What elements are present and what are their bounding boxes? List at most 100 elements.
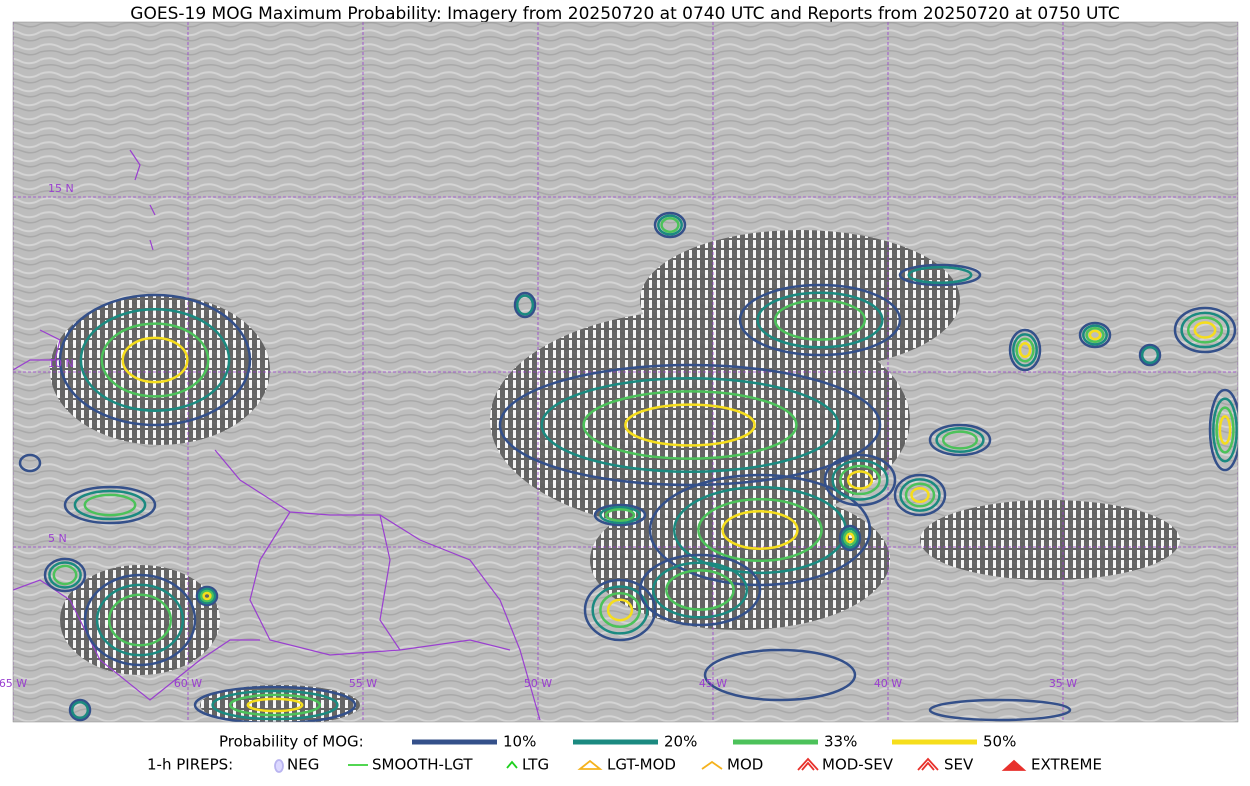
contour — [898, 263, 982, 287]
longitude-label: 45 W — [699, 677, 727, 690]
contour — [228, 693, 322, 717]
contour — [638, 553, 762, 627]
cloud-areas — [50, 230, 1180, 722]
contour — [79, 308, 231, 412]
contour — [70, 700, 90, 720]
pirep-label: EXTREME — [1031, 756, 1102, 774]
contour — [823, 453, 897, 507]
contour — [246, 697, 304, 713]
contour — [845, 532, 855, 544]
contour — [107, 593, 173, 647]
contour — [660, 217, 680, 233]
contour — [591, 585, 649, 635]
latitude-label: 15 N — [48, 182, 74, 195]
contour — [838, 524, 862, 552]
latitude-label: 10 N — [48, 357, 74, 370]
contour — [928, 698, 1072, 722]
contour — [665, 569, 735, 611]
pirep-label: LGT-MOD — [607, 756, 676, 774]
longitude-label: 35 W — [1049, 677, 1077, 690]
contour — [1180, 311, 1230, 349]
contour — [941, 430, 979, 450]
coastlines — [13, 149, 541, 721]
contour — [1193, 321, 1217, 339]
contour — [1018, 341, 1032, 359]
contour — [211, 689, 339, 721]
contour — [843, 530, 857, 546]
contour — [846, 470, 874, 490]
graticule-labels: 65 W 60 W 55 W 50 W 45 W 40 W 35 W 15 N 10 N 5 N — [0, 182, 1077, 690]
contour — [200, 589, 214, 603]
contour — [893, 473, 947, 517]
contour — [907, 265, 973, 285]
contour — [1088, 329, 1102, 341]
contour — [95, 583, 185, 657]
contour — [738, 283, 902, 357]
contour — [756, 291, 884, 349]
legend: Probability of MOG: 1-h PIREPS: 10% 20% 33… — [147, 733, 1102, 774]
pirep-icons — [274, 757, 1027, 773]
legend-label: 20% — [664, 733, 697, 751]
contour — [1208, 388, 1238, 472]
contour — [73, 489, 147, 521]
pirep-label: MOD — [727, 756, 763, 774]
contour — [593, 503, 647, 527]
contour — [721, 510, 799, 550]
contour — [653, 211, 687, 239]
contour — [197, 587, 217, 605]
longitude-label: 50 W — [524, 677, 552, 690]
legend-label: 10% — [503, 733, 536, 751]
contour — [604, 508, 636, 522]
contour — [195, 585, 219, 607]
longitude-label: 55 W — [349, 677, 377, 690]
contour — [839, 464, 881, 496]
contour — [1186, 316, 1224, 344]
contour — [513, 291, 537, 319]
contour — [1008, 328, 1042, 372]
contour — [83, 493, 137, 517]
contour — [910, 486, 930, 504]
contour — [1012, 333, 1038, 367]
contour — [63, 485, 157, 525]
contour — [703, 648, 857, 702]
contour — [697, 497, 823, 563]
graticule — [13, 22, 1238, 722]
contour — [1085, 327, 1105, 343]
contour — [43, 557, 87, 593]
contour — [599, 591, 641, 629]
contour — [100, 322, 210, 398]
pirep-label: SMOOTH-LGT — [372, 756, 473, 774]
contour — [606, 598, 634, 622]
contour — [1218, 415, 1232, 445]
contour — [83, 573, 197, 667]
contour — [1082, 324, 1108, 346]
contour — [1138, 343, 1162, 367]
contour — [1078, 321, 1112, 349]
contour — [48, 561, 82, 589]
contour — [1173, 306, 1237, 354]
contour — [935, 427, 985, 453]
pirep-label: MOD-SEV — [822, 756, 894, 774]
contour — [904, 482, 936, 508]
pirep-label: SEV — [944, 756, 974, 774]
title: GOES-19 MOG Maximum Probability: Imagery… — [130, 4, 1119, 24]
contour — [68, 698, 92, 722]
map — [13, 22, 1238, 722]
contour — [52, 564, 78, 586]
legend-title: Probability of MOG: — [219, 733, 364, 751]
pirep-title: 1-h PIREPS: — [147, 756, 233, 774]
contour — [1212, 397, 1238, 463]
contour — [498, 363, 882, 487]
contour — [1215, 406, 1235, 454]
contour — [1015, 337, 1035, 363]
contour — [624, 403, 756, 447]
longitude-label: 65 W — [0, 677, 27, 690]
contour — [651, 561, 749, 619]
pirep-label: NEG — [287, 756, 319, 774]
contour — [831, 459, 889, 501]
legend-label: 33% — [824, 733, 857, 751]
contour — [899, 478, 941, 512]
contour — [193, 685, 357, 722]
contour — [657, 214, 683, 236]
